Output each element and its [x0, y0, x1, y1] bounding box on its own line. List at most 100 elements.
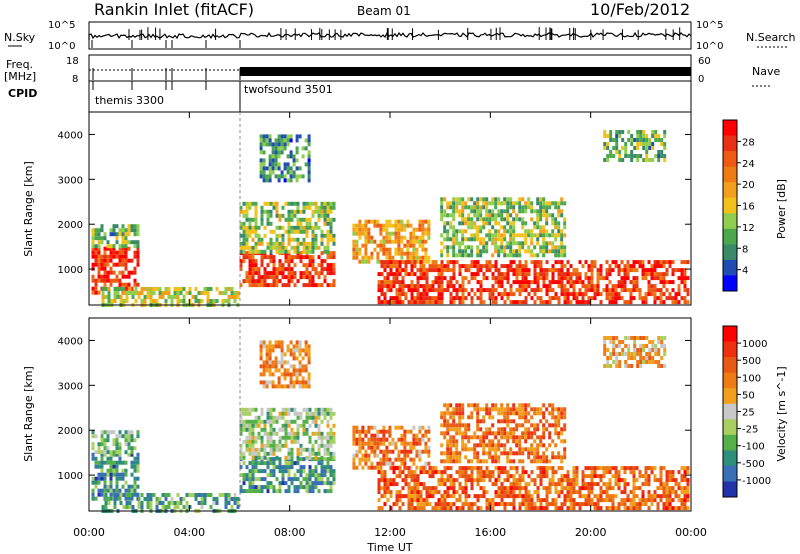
- velocity-echo-cell: [458, 419, 462, 424]
- power-echo-cell: [302, 205, 306, 210]
- velocity-echo-cell: [158, 497, 162, 501]
- power-echo-cell: [461, 276, 465, 281]
- velocity-echo-cell: [113, 505, 117, 509]
- velocity-echo-cell: [455, 498, 459, 503]
- velocity-echo-cell: [254, 415, 258, 420]
- velocity-echo-cell: [545, 419, 549, 424]
- power-echo-cell: [497, 253, 501, 258]
- power-echo-cell: [317, 255, 321, 260]
- power-echo-cell: [286, 142, 290, 147]
- velocity-echo-cell: [266, 473, 270, 478]
- power-echo-cell: [295, 134, 299, 139]
- velocity-echo-cell: [403, 457, 407, 462]
- velocity-echo-cell: [94, 456, 98, 461]
- velocity-echo-cell: [452, 494, 456, 499]
- power-echo-cell: [272, 259, 276, 264]
- power-echo-cell: [650, 292, 654, 297]
- velocity-echo-cell: [566, 482, 570, 487]
- power-echo-cell: [641, 296, 645, 301]
- velocity-echo-cell: [113, 493, 117, 497]
- velocity-echo-cell: [257, 415, 261, 420]
- velocity-echo-cell: [248, 411, 252, 416]
- power-echo-cell: [136, 228, 140, 233]
- velocity-echo-cell: [292, 352, 296, 357]
- power-echo-cell: [311, 233, 315, 238]
- colorbar-swatch: [723, 151, 737, 168]
- power-echo-cell: [476, 280, 480, 285]
- velocity-echo-cell: [446, 459, 450, 464]
- power-echo-cell: [644, 268, 648, 273]
- power-echo-cell: [121, 228, 125, 233]
- power-echo-cell: [262, 158, 266, 163]
- power-echo-cell: [242, 241, 246, 246]
- station-title: Rankin Inlet (fitACF): [94, 0, 254, 19]
- power-echo-cell: [103, 258, 107, 263]
- velocity-echo-cell: [612, 352, 616, 356]
- velocity-echo-cell: [470, 435, 474, 440]
- velocity-echo-cell: [191, 493, 195, 497]
- power-echo-cell: [636, 154, 640, 158]
- power-echo-cell: [424, 247, 428, 252]
- velocity-echo-cell: [257, 423, 261, 428]
- velocity-echo-cell: [500, 403, 504, 408]
- power-echo-cell: [611, 260, 615, 265]
- power-echo-cell: [239, 267, 243, 272]
- power-echo-cell: [421, 235, 425, 240]
- velocity-echo-cell: [548, 478, 552, 483]
- power-echo-cell: [521, 284, 525, 289]
- velocity-echo-cell: [317, 415, 321, 420]
- velocity-echo-cell: [596, 474, 600, 479]
- power-echo-cell: [422, 276, 426, 281]
- power-echo-cell: [155, 299, 159, 303]
- velocity-echo-cell: [248, 469, 252, 474]
- velocity-echo-cell: [283, 352, 287, 357]
- power-echo-cell: [587, 268, 591, 273]
- velocity-echo-cell: [630, 364, 634, 368]
- velocity-echo-cell: [293, 431, 297, 436]
- power-echo-cell: [121, 232, 125, 237]
- velocity-echo-cell: [488, 451, 492, 456]
- velocity-echo-cell: [449, 415, 453, 420]
- power-echo-cell: [593, 288, 597, 293]
- velocity-echo-cell: [326, 481, 330, 486]
- velocity-echo-cell: [367, 465, 371, 470]
- velocity-echo-cell: [566, 478, 570, 483]
- power-echo-cell: [632, 280, 636, 285]
- velocity-echo-cell: [506, 451, 510, 456]
- power-echo-cell: [385, 239, 389, 244]
- power-echo-cell: [248, 229, 252, 234]
- velocity-echo-cell: [260, 469, 264, 474]
- power-echo-cell: [455, 296, 459, 301]
- power-echo-cell: [470, 209, 474, 214]
- velocity-echo-cell: [296, 477, 300, 482]
- velocity-echo-cell: [500, 419, 504, 424]
- velocity-echo-cell: [653, 490, 657, 495]
- velocity-echo-cell: [287, 469, 291, 474]
- velocity-echo-cell: [602, 498, 606, 503]
- velocity-echo-cell: [647, 482, 651, 487]
- velocity-echo-cell: [470, 415, 474, 420]
- velocity-echo-cell: [479, 459, 483, 464]
- power-echo-cell: [112, 228, 116, 233]
- power-echo-cell: [136, 250, 140, 255]
- velocity-echo-cell: [593, 494, 597, 499]
- velocity-echo-cell: [503, 415, 507, 420]
- velocity-echo-cell: [265, 384, 269, 389]
- velocity-echo-cell: [575, 466, 579, 471]
- velocity-echo-cell: [461, 415, 465, 420]
- power-echo-cell: [464, 237, 468, 242]
- velocity-echo-cell: [97, 492, 101, 497]
- velocity-echo-cell: [401, 494, 405, 499]
- power-echo-cell: [473, 209, 477, 214]
- velocity-echo-cell: [278, 439, 282, 444]
- power-echo-cell: [118, 228, 122, 233]
- power-echo-cell: [274, 150, 278, 155]
- power-echo-cell: [257, 267, 261, 272]
- velocity-echo-cell: [422, 486, 426, 491]
- power-echo-cell: [612, 154, 616, 158]
- power-echo-cell: [305, 255, 309, 260]
- velocity-echo-cell: [284, 461, 288, 466]
- velocity-echo-cell: [482, 415, 486, 420]
- power-echo-cell: [431, 268, 435, 273]
- power-echo-cell: [293, 213, 297, 218]
